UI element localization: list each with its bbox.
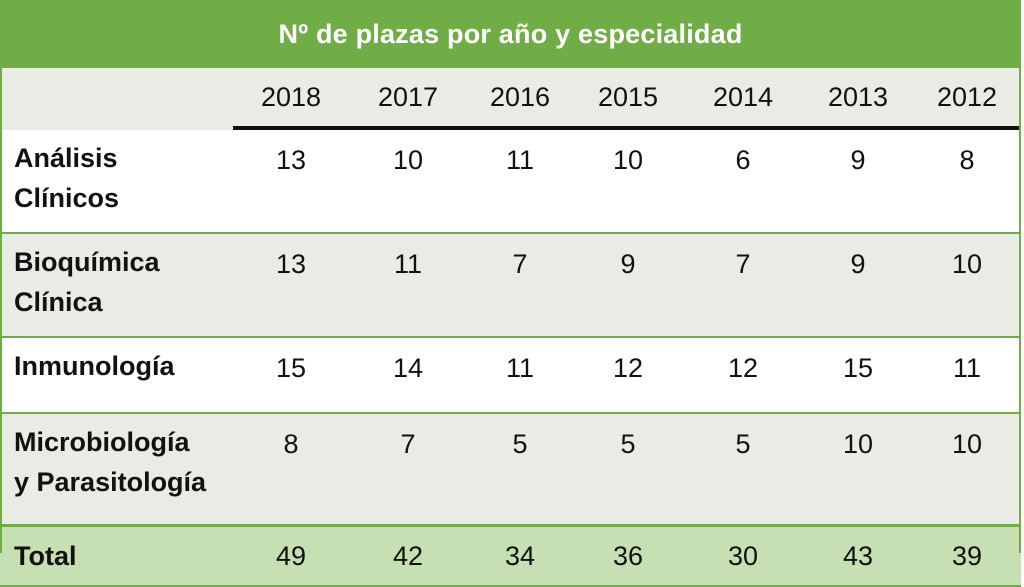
year-header: 2015 bbox=[573, 68, 683, 130]
year-header: 2017 bbox=[349, 68, 467, 130]
row-label: Inmunología bbox=[0, 336, 233, 413]
table-cell: 13 bbox=[233, 127, 349, 233]
table-cell: 9 bbox=[803, 127, 913, 233]
row-label-line: Bioquímica bbox=[14, 247, 160, 277]
total-cell: 34 bbox=[467, 524, 573, 587]
total-label: Total bbox=[0, 524, 233, 587]
year-header-row: 2018 2017 2016 2015 2014 2013 2012 bbox=[0, 68, 1022, 130]
table-cell: 8 bbox=[913, 127, 1022, 233]
row-label-line: Análisis bbox=[14, 143, 118, 173]
table-cell: 13 bbox=[233, 232, 349, 337]
total-cell: 36 bbox=[573, 524, 683, 587]
table-cell: 7 bbox=[349, 412, 467, 526]
table-cell: 7 bbox=[467, 232, 573, 337]
table-cell: 10 bbox=[573, 127, 683, 233]
row-label-line: Microbiología bbox=[14, 427, 190, 457]
row-label-line: y Parasitología bbox=[14, 467, 207, 497]
row-label-line: Clínicos bbox=[14, 183, 120, 213]
year-header: 2013 bbox=[803, 68, 913, 130]
table-cell: 11 bbox=[467, 127, 573, 233]
table-row: Microbiología y Parasitología 8 7 5 5 5 1… bbox=[0, 412, 1022, 526]
table-cell: 10 bbox=[803, 412, 913, 526]
table-cell: 15 bbox=[803, 336, 913, 413]
table-cell: 10 bbox=[913, 232, 1022, 337]
row-label: Análisis Clínicos bbox=[0, 127, 233, 233]
table-row: Inmunología 15 14 11 12 12 15 11 bbox=[0, 336, 1022, 413]
total-cell: 30 bbox=[683, 524, 803, 587]
total-cell: 42 bbox=[349, 524, 467, 587]
table-cell: 12 bbox=[573, 336, 683, 413]
table-cell: 7 bbox=[683, 232, 803, 337]
table-left-border bbox=[0, 0, 2, 553]
table-cell: 10 bbox=[913, 412, 1022, 526]
table-cell: 6 bbox=[683, 127, 803, 233]
table-cell: 5 bbox=[683, 412, 803, 526]
row-label: Microbiología y Parasitología bbox=[0, 412, 233, 526]
table-right-border bbox=[1019, 0, 1021, 553]
year-header: 2012 bbox=[913, 68, 1022, 130]
table-cell: 9 bbox=[573, 232, 683, 337]
table-cell: 9 bbox=[803, 232, 913, 337]
table-cell: 11 bbox=[913, 336, 1022, 413]
table-cell: 8 bbox=[233, 412, 349, 526]
year-header: 2018 bbox=[233, 68, 349, 130]
table-row: Análisis Clínicos 13 10 11 10 6 9 8 bbox=[0, 127, 1022, 233]
total-row: Total 49 42 34 36 30 43 39 bbox=[0, 524, 1022, 587]
table-cell: 10 bbox=[349, 127, 467, 233]
total-cell: 49 bbox=[233, 524, 349, 587]
year-header: 2016 bbox=[467, 68, 573, 130]
corner-cell bbox=[0, 68, 233, 130]
table-cell: 12 bbox=[683, 336, 803, 413]
row-label-line: Clínica bbox=[14, 287, 103, 317]
table-row: Bioquímica Clínica 13 11 7 9 7 9 10 bbox=[0, 232, 1022, 337]
table-cell: 5 bbox=[467, 412, 573, 526]
table-title: Nº de plazas por año y especialidad bbox=[0, 0, 1022, 68]
table-cell: 14 bbox=[349, 336, 467, 413]
table-cell: 15 bbox=[233, 336, 349, 413]
total-cell: 39 bbox=[913, 524, 1022, 587]
row-label-line: Inmunología bbox=[14, 351, 175, 381]
total-cell: 43 bbox=[803, 524, 913, 587]
year-header: 2014 bbox=[683, 68, 803, 130]
table-cell: 11 bbox=[349, 232, 467, 337]
table-cell: 5 bbox=[573, 412, 683, 526]
table-cell: 11 bbox=[467, 336, 573, 413]
row-label: Bioquímica Clínica bbox=[0, 232, 233, 337]
